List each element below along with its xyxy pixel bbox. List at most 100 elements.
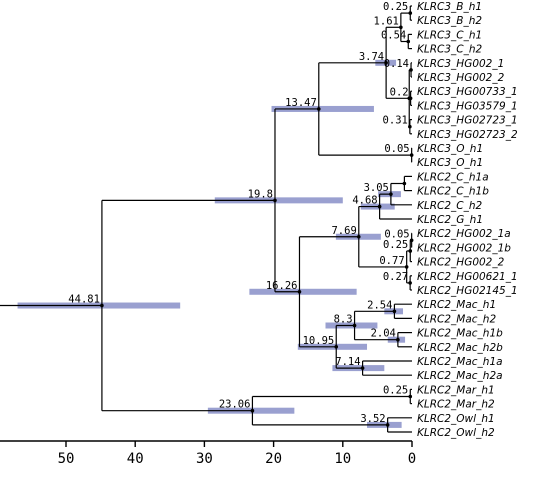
- node-age-label: 7.14: [335, 356, 360, 368]
- axis-tick-label: 0: [408, 451, 416, 467]
- node-dot: [360, 366, 365, 370]
- tip-label: KLRC3_HG00733_1: [417, 86, 518, 98]
- tip-label: KLRC2_Mar_h1: [417, 384, 495, 396]
- node-age-label: 3.52: [360, 413, 385, 425]
- tip-label: KLRC2_HG00621_1: [417, 271, 518, 283]
- axis-tick-label: 20: [265, 451, 282, 467]
- node-dot: [297, 289, 302, 294]
- node-age-label: 4.68: [352, 195, 377, 207]
- node-dot: [356, 234, 361, 239]
- branch-layer: [0, 5, 413, 433]
- node-dot: [352, 323, 357, 328]
- node-dot: [250, 408, 255, 413]
- node-age-label: 0.25: [383, 239, 408, 251]
- node-dot: [385, 423, 390, 427]
- node-age-label: 10.95: [303, 335, 335, 347]
- node-dot: [408, 124, 412, 129]
- tip-label: KLRC2_HG002_1a: [417, 228, 511, 240]
- node-dot: [316, 107, 321, 111]
- axis-tick-label: 40: [127, 451, 144, 467]
- node-age-label: 2.04: [371, 328, 396, 340]
- tip-label: KLRC3_C_h1: [417, 29, 482, 41]
- node-dot: [392, 309, 397, 314]
- node-dot: [399, 25, 403, 30]
- node-age-label: 0.27: [383, 271, 408, 283]
- hpd-bar: [271, 105, 374, 112]
- tip-label: KLRC2_G_h1: [417, 214, 483, 226]
- node-dot: [408, 281, 412, 285]
- tip-label: KLRC2_HG02145_1: [417, 285, 518, 297]
- tip-label: KLRC3_HG02723_2: [417, 129, 518, 141]
- node-dot: [408, 11, 413, 15]
- node-dot: [402, 181, 407, 186]
- node-dot: [407, 96, 412, 101]
- node-dot: [384, 61, 388, 65]
- node-dot-layer: [100, 11, 414, 427]
- axis-tick-label: 50: [58, 451, 75, 467]
- tip-label: KLRC3_HG002_2: [417, 72, 505, 84]
- node-age-label: 13.47: [285, 97, 317, 109]
- tip-label: KLRC2_Mac_h2: [417, 313, 496, 325]
- tip-label: KLRC3_HG02723_1: [417, 115, 518, 127]
- node-age-label: 3.74: [359, 51, 384, 63]
- node-age-label: 0.05: [384, 143, 409, 155]
- hpd-bar: [249, 288, 357, 295]
- node-dot: [409, 68, 413, 72]
- node-age-label: 0.54: [381, 30, 406, 42]
- node-age-label: 1.61: [374, 15, 399, 27]
- node-age-label: 2.54: [367, 299, 392, 311]
- node-age-label: 0.25: [383, 1, 408, 13]
- node-dot: [409, 153, 414, 157]
- node-age-label: 3.05: [364, 182, 389, 194]
- tip-label-layer: KLRC3_B_h1 KLRC3_B_h2 KLRC3_C_h1 KLRC3_C_h2…: [417, 1, 518, 439]
- tip-label: KLRC3_HG03579_1: [417, 100, 518, 112]
- node-age-label: 19.8: [248, 188, 273, 200]
- node-age-label: 0.25: [383, 385, 408, 397]
- tip-label: KLRC3_C_h2: [417, 44, 483, 56]
- node-dot: [406, 39, 411, 44]
- node-age-label: 16.26: [266, 280, 298, 292]
- tip-label: KLRC2_Mac_h2a: [417, 370, 503, 382]
- node-dot: [408, 249, 413, 253]
- time-axis: 50 40 30 20 10 0: [0, 440, 416, 467]
- node-dot: [396, 337, 400, 342]
- tip-label: KLRC2_Mac_h1a: [417, 356, 503, 368]
- node-age-label: 7.69: [331, 225, 356, 237]
- node-age-label: 0.31: [383, 115, 408, 127]
- tip-label: KLRC2_Owl_h2: [417, 427, 495, 439]
- tip-label: KLRC3_O_h1: [417, 143, 483, 155]
- tip-label: KLRC2_Mac_h1: [417, 299, 496, 311]
- hpd-bar: [214, 197, 343, 204]
- node-dot: [408, 394, 413, 399]
- tip-label: KLRC3_B_h2: [417, 15, 482, 27]
- node-age-label: 0.05: [384, 228, 409, 240]
- axis-tick-label: 30: [196, 451, 213, 467]
- node-dot: [273, 198, 277, 203]
- tip-label: KLRC3_B_h1: [417, 1, 482, 13]
- axis-tick-label: 10: [334, 451, 351, 467]
- tip-label: KLRC3_HG002_1: [417, 58, 504, 70]
- tip-label: KLRC2_C_h1b: [417, 186, 489, 198]
- tip-label: KLRC2_Mac_h1b: [417, 328, 503, 340]
- tip-label: KLRC2_HG002_2: [417, 257, 505, 269]
- node-dot: [100, 303, 104, 308]
- node-age-label: 8.3: [334, 314, 353, 326]
- tip-label: KLRC2_HG002_1b: [417, 242, 511, 254]
- tip-label: KLRC3_O_h1: [417, 157, 483, 169]
- tip-label: KLRC2_C_h2: [417, 200, 483, 212]
- tip-label: KLRC2_Mac_h2b: [417, 342, 503, 354]
- node-label-layer: 0.25 0.54 1.61 0.14 0.2 0.31 3.74 0.05 13.47 3.05…: [68, 1, 409, 425]
- node-dot: [334, 345, 339, 349]
- tip-label: KLRC2_C_h1a: [417, 171, 489, 183]
- node-dot: [409, 238, 414, 243]
- node-age-label: 44.81: [68, 294, 100, 306]
- node-age-label: 0.77: [379, 255, 404, 267]
- hpd-bar-layer: [17, 59, 406, 428]
- tip-label: KLRC2_Mar_h2: [417, 399, 495, 411]
- node-dot: [404, 265, 409, 269]
- node-dot: [389, 192, 393, 196]
- node-dot: [377, 204, 382, 209]
- node-age-label: 23.06: [219, 399, 251, 411]
- node-age-label: 0.14: [384, 58, 409, 70]
